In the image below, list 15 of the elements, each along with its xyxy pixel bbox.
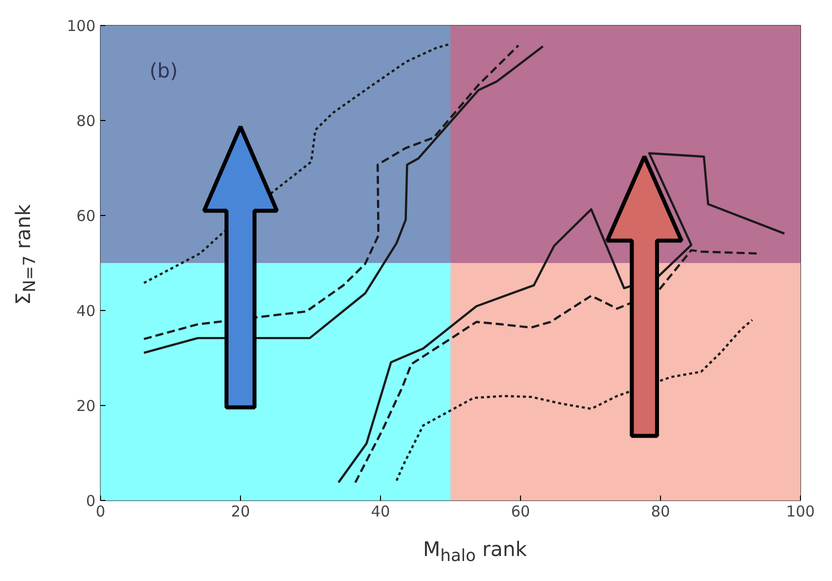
line-series [354, 249, 758, 484]
y-tick-label: 80 [76, 112, 96, 130]
x-tick-label: 100 [786, 502, 815, 520]
y-tick-label: 20 [76, 397, 96, 415]
x-axis-title: M$_{halo}$ rank [423, 536, 527, 567]
line-series [337, 152, 786, 484]
annotation: (b) [150, 58, 178, 82]
y-tick-label: 100 [66, 17, 96, 35]
x-tick-label: 60 [510, 502, 530, 520]
x-tick-label: 20 [230, 502, 250, 520]
y-tick-label: 40 [76, 302, 96, 320]
x-tick-label: 80 [650, 502, 670, 520]
y-tick-label: 60 [76, 207, 96, 225]
line-series [396, 318, 754, 482]
x-tick-label: 40 [370, 502, 390, 520]
